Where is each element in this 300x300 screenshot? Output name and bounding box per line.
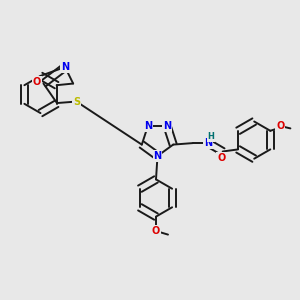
Text: N: N xyxy=(163,121,171,131)
Text: H: H xyxy=(207,132,214,141)
Text: S: S xyxy=(73,97,80,106)
Text: O: O xyxy=(33,77,41,87)
Text: O: O xyxy=(217,153,225,163)
Text: O: O xyxy=(152,226,160,236)
Text: N: N xyxy=(153,151,162,161)
Text: N: N xyxy=(204,138,212,148)
Text: N: N xyxy=(61,62,69,72)
Text: O: O xyxy=(276,121,284,131)
Text: N: N xyxy=(144,121,152,131)
